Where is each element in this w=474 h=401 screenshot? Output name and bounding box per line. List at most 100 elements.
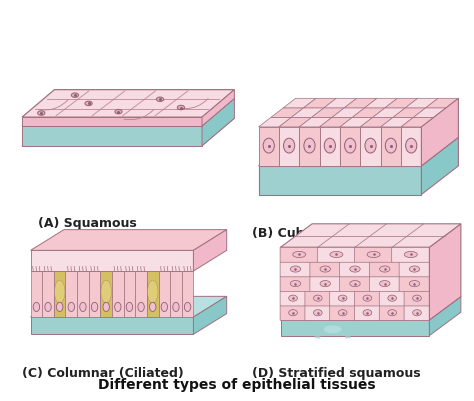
Ellipse shape	[380, 281, 390, 287]
Bar	[42, 271, 54, 317]
Ellipse shape	[350, 266, 360, 272]
FancyBboxPatch shape	[280, 261, 311, 277]
FancyBboxPatch shape	[379, 305, 405, 321]
FancyBboxPatch shape	[392, 247, 430, 263]
Ellipse shape	[350, 281, 360, 287]
FancyBboxPatch shape	[280, 276, 311, 292]
Ellipse shape	[184, 303, 191, 312]
FancyBboxPatch shape	[305, 305, 331, 321]
Polygon shape	[319, 118, 352, 128]
Bar	[112, 271, 124, 317]
Polygon shape	[373, 109, 405, 118]
Ellipse shape	[33, 303, 40, 312]
Bar	[259, 128, 279, 166]
Polygon shape	[304, 99, 336, 109]
Ellipse shape	[330, 252, 343, 258]
Ellipse shape	[161, 303, 167, 312]
Polygon shape	[421, 138, 458, 195]
Polygon shape	[279, 118, 311, 128]
FancyBboxPatch shape	[340, 261, 370, 277]
Polygon shape	[193, 230, 227, 271]
Ellipse shape	[363, 296, 372, 302]
Polygon shape	[31, 297, 227, 317]
FancyBboxPatch shape	[404, 291, 430, 306]
Ellipse shape	[380, 266, 390, 272]
Polygon shape	[360, 118, 393, 128]
Ellipse shape	[385, 139, 396, 154]
Ellipse shape	[290, 266, 301, 272]
Ellipse shape	[409, 281, 419, 287]
Text: (B) Cuboidal: (B) Cuboidal	[252, 227, 338, 239]
Ellipse shape	[149, 303, 156, 312]
FancyBboxPatch shape	[280, 247, 319, 263]
Polygon shape	[393, 109, 426, 118]
Ellipse shape	[147, 281, 158, 304]
Bar	[31, 271, 42, 317]
Text: (A) Squamous: (A) Squamous	[38, 217, 137, 229]
Ellipse shape	[126, 303, 133, 312]
Bar	[89, 271, 100, 317]
Ellipse shape	[71, 94, 79, 98]
Polygon shape	[413, 109, 446, 118]
Ellipse shape	[413, 310, 421, 316]
Ellipse shape	[68, 303, 74, 312]
Ellipse shape	[404, 252, 417, 258]
Polygon shape	[271, 109, 304, 118]
FancyBboxPatch shape	[317, 247, 356, 263]
Bar	[401, 128, 421, 166]
Polygon shape	[344, 99, 377, 109]
Polygon shape	[281, 320, 429, 336]
Ellipse shape	[365, 139, 376, 154]
FancyBboxPatch shape	[369, 261, 400, 277]
Ellipse shape	[289, 310, 297, 316]
FancyBboxPatch shape	[310, 261, 341, 277]
FancyBboxPatch shape	[379, 291, 405, 306]
Polygon shape	[22, 118, 202, 127]
Polygon shape	[31, 230, 227, 251]
Bar	[299, 128, 319, 166]
Bar	[381, 128, 401, 166]
Polygon shape	[22, 119, 235, 146]
Ellipse shape	[103, 303, 109, 312]
Ellipse shape	[289, 296, 297, 302]
FancyBboxPatch shape	[310, 276, 341, 292]
Text: Different types of epithelial tissues: Different types of epithelial tissues	[98, 377, 376, 391]
Text: (C) Columnar (Ciliated): (C) Columnar (Ciliated)	[22, 366, 184, 379]
Ellipse shape	[409, 266, 419, 272]
Ellipse shape	[138, 303, 144, 312]
FancyBboxPatch shape	[330, 305, 356, 321]
Polygon shape	[31, 251, 193, 271]
Ellipse shape	[56, 303, 63, 312]
FancyBboxPatch shape	[330, 291, 356, 306]
Polygon shape	[385, 99, 418, 109]
Polygon shape	[193, 297, 227, 334]
Ellipse shape	[363, 310, 372, 316]
Polygon shape	[22, 99, 235, 127]
Ellipse shape	[313, 310, 322, 316]
Ellipse shape	[388, 310, 397, 316]
Ellipse shape	[367, 252, 380, 258]
Ellipse shape	[115, 303, 121, 312]
Polygon shape	[259, 118, 292, 128]
Polygon shape	[281, 224, 461, 247]
Ellipse shape	[313, 296, 322, 302]
Polygon shape	[22, 90, 235, 118]
Ellipse shape	[324, 139, 336, 154]
FancyBboxPatch shape	[355, 291, 380, 306]
Ellipse shape	[304, 139, 315, 154]
Polygon shape	[259, 138, 458, 166]
FancyBboxPatch shape	[399, 276, 430, 292]
Bar	[135, 271, 147, 317]
Ellipse shape	[91, 303, 98, 312]
Polygon shape	[352, 109, 385, 118]
FancyBboxPatch shape	[355, 247, 392, 263]
FancyBboxPatch shape	[369, 276, 400, 292]
Polygon shape	[401, 118, 434, 128]
Ellipse shape	[45, 303, 51, 312]
Polygon shape	[202, 99, 235, 146]
Bar	[279, 128, 299, 166]
Bar	[147, 271, 158, 317]
Ellipse shape	[101, 281, 111, 304]
Polygon shape	[421, 99, 458, 166]
Bar	[182, 271, 193, 317]
